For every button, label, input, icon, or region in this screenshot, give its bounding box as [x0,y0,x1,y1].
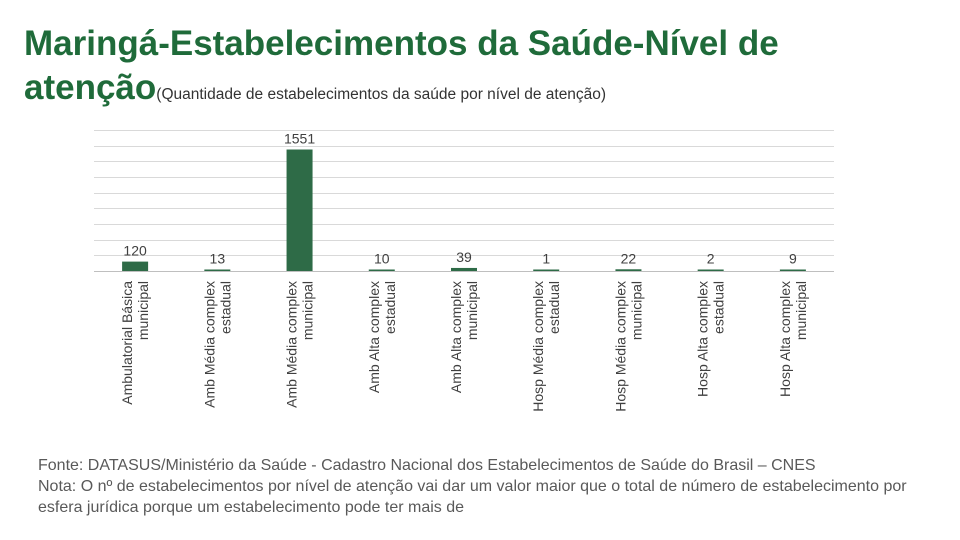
title-block: Maringá-Estabelecimentos da Saúde-Nível … [24,22,944,110]
data-label: 13 [210,251,226,267]
gridlines [94,130,834,272]
bar [286,149,313,271]
category-label: Amb Média complexestadual [201,281,233,408]
data-label: 2 [707,251,715,267]
footer-notes: Fonte: DATASUS/Ministério da Saúde - Cad… [38,455,918,518]
category-label: Hosp Média complexmunicipal [612,281,644,412]
data-label: 1551 [284,131,315,147]
bar [368,269,395,271]
data-label: 39 [456,249,472,265]
category-label: Hosp Alta complexestadual [695,281,727,397]
explanatory-note: Nota: O nº de estabelecimentos por nível… [38,478,907,516]
bar [533,269,560,271]
bar [615,269,642,271]
category-labels: Ambulatorial Básicamunicipal Amb Média co… [119,281,809,412]
bars [122,149,806,271]
category-label: Ambulatorial Básicamunicipal [119,281,151,405]
category-label: Amb Média complexmunicipal [284,281,316,408]
bar [122,261,149,271]
page-subtitle: (Quantidade de estabelecimentos da saúde… [156,86,607,103]
bar [451,267,477,271]
category-label: Hosp Média complexestadual [530,281,562,412]
page-title: Maringá-Estabelecimentos da Saúde-Nível … [24,24,779,107]
data-label: 120 [123,243,147,259]
bar [204,269,231,271]
category-label: Amb Alta complexmunicipal [448,281,480,393]
bar [779,269,806,271]
source-note: Fonte: DATASUS/Ministério da Saúde - Cad… [38,457,816,474]
category-label: Amb Alta complexestadual [366,281,398,393]
category-label: Hosp Alta complexmunicipal [777,281,809,397]
data-label: 1 [542,251,550,267]
data-label: 22 [621,250,637,266]
data-label: 9 [789,251,797,267]
data-label: 10 [374,251,390,267]
bar [697,269,724,271]
